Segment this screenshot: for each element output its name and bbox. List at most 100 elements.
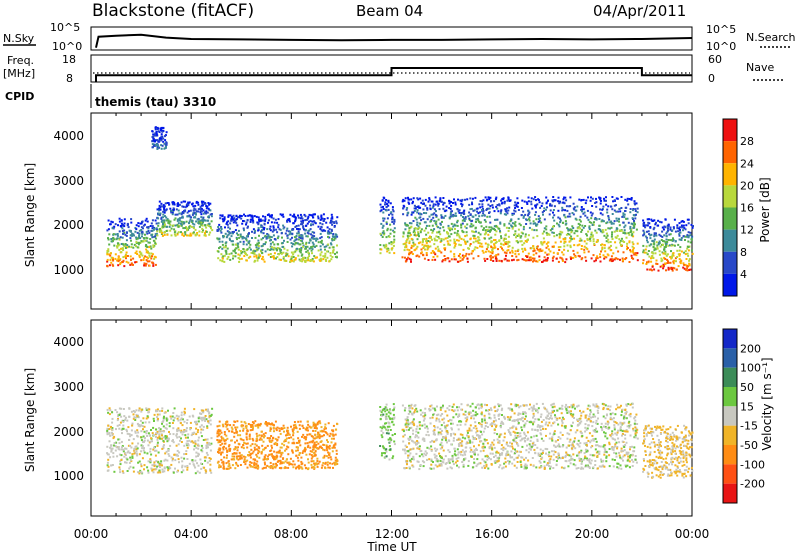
power-cell — [247, 219, 249, 221]
power-cell — [671, 245, 673, 247]
power-cell — [137, 238, 139, 240]
power-cell — [171, 228, 173, 230]
velocity-cell — [284, 450, 286, 452]
power-cell — [134, 231, 136, 233]
power-cell — [598, 228, 600, 230]
power-cell — [449, 202, 451, 204]
velocity-cell — [221, 443, 223, 445]
power-cell — [124, 245, 126, 247]
power-cell — [161, 131, 163, 133]
power-cell — [198, 231, 200, 233]
power-cell — [685, 224, 687, 226]
velocity-cell — [198, 465, 200, 467]
velocity-cell — [393, 417, 395, 419]
power-cell — [570, 238, 572, 240]
power-cell — [219, 217, 221, 219]
velocity-cell — [311, 464, 313, 466]
power-cell — [614, 231, 616, 233]
power-cell — [294, 216, 296, 218]
power-cell — [240, 218, 242, 220]
velocity-cell — [392, 409, 394, 411]
power-cell — [326, 257, 328, 259]
power-cell — [219, 241, 221, 243]
power-cell — [122, 243, 124, 245]
power-cell — [415, 235, 417, 237]
power-cell — [664, 263, 666, 265]
velocity-cell — [252, 443, 254, 445]
power-cell — [246, 239, 248, 241]
velocity-cell — [336, 423, 338, 425]
power-colorbar-tick: 4 — [740, 268, 747, 281]
velocity-cell — [148, 472, 150, 474]
power-cell — [505, 234, 507, 236]
power-cell — [474, 235, 476, 237]
power-cell — [234, 251, 236, 253]
power-cell — [417, 234, 419, 236]
power-cell — [324, 256, 326, 258]
power-cell — [325, 259, 327, 261]
power-cell — [135, 237, 137, 239]
power-cell — [657, 220, 659, 222]
power-cell — [271, 248, 273, 250]
power-cell — [297, 215, 299, 217]
power-cell — [228, 214, 230, 216]
velocity-cell — [307, 424, 309, 426]
power-cell — [643, 232, 645, 234]
power-cell — [146, 226, 148, 228]
power-cell — [530, 201, 532, 203]
power-cell — [429, 205, 431, 207]
power-cell — [157, 212, 159, 214]
power-cell — [569, 213, 571, 215]
power-cell — [624, 225, 626, 227]
power-cell — [685, 228, 687, 230]
power-cell — [667, 230, 669, 232]
velocity-cell — [302, 434, 304, 436]
power-cell — [226, 253, 228, 255]
velocity-cell — [112, 448, 114, 450]
power-cell — [222, 236, 224, 238]
velocity-cell — [112, 452, 114, 454]
power-cell — [183, 212, 185, 214]
power-cell — [518, 253, 520, 255]
power-cell — [274, 222, 276, 224]
power-cell — [661, 231, 663, 233]
velocity-cell — [288, 437, 290, 439]
power-cell — [492, 260, 494, 262]
velocity-cell — [292, 452, 294, 454]
power-cell — [561, 251, 563, 253]
velocity-cell — [173, 454, 175, 456]
power-cell — [478, 239, 480, 241]
power-cell — [152, 253, 154, 255]
power-cell — [321, 251, 323, 253]
velocity-cell — [219, 421, 221, 423]
power-cell — [552, 217, 554, 219]
velocity-cell — [307, 458, 309, 460]
power-cell — [120, 236, 122, 238]
velocity-cell — [136, 429, 138, 431]
velocity-panel: Slant Range [km] 4000 3000 2000 1000 200… — [23, 320, 774, 516]
power-cell — [583, 199, 585, 201]
power-cell — [313, 232, 315, 234]
velocity-cell — [291, 449, 293, 451]
power-cell — [300, 260, 302, 262]
power-cell — [573, 253, 575, 255]
velocity-cell — [111, 411, 113, 413]
power-cell — [532, 245, 534, 247]
power-cell — [122, 249, 124, 251]
power-cell — [429, 199, 431, 201]
power-cell — [304, 260, 306, 262]
velocity-cell — [311, 458, 313, 460]
velocity-cell — [245, 427, 247, 429]
velocity-cell — [334, 443, 336, 445]
velocity-cell — [110, 464, 112, 466]
power-cell — [537, 249, 539, 251]
power-cell — [229, 228, 231, 230]
power-cell — [219, 214, 221, 216]
power-cell — [523, 242, 525, 244]
power-cell — [649, 226, 651, 228]
power-cell — [582, 213, 584, 215]
velocity-cell — [223, 462, 225, 464]
velocity-cell — [332, 467, 334, 469]
velocity-cell — [138, 410, 140, 412]
velocity-cell — [226, 454, 228, 456]
